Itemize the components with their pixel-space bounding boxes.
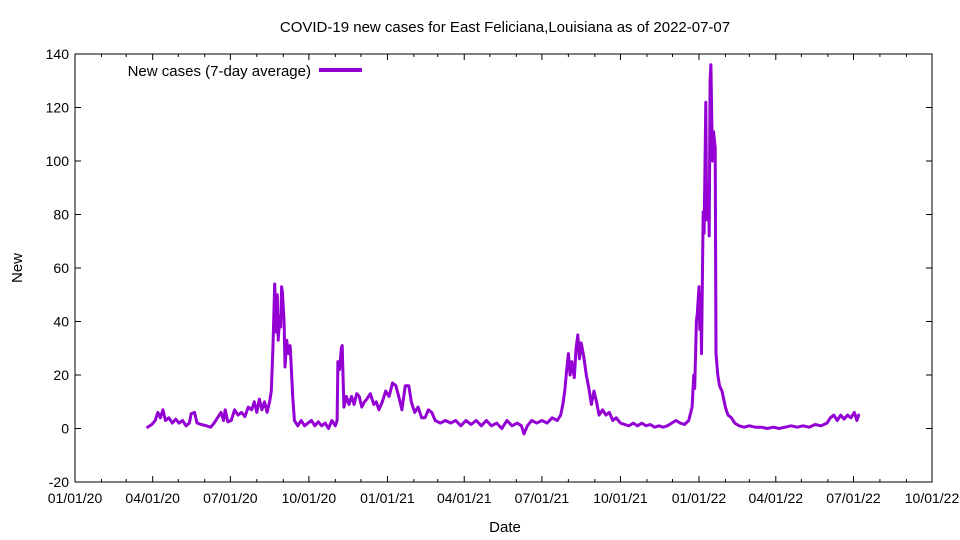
x-tick-label: 04/01/21 [437, 490, 492, 506]
x-tick-label: 04/01/20 [125, 490, 180, 506]
x-tick-label: 07/01/20 [203, 490, 258, 506]
x-axis-ticks: 01/01/20 04/01/20 07/01/20 10/01/20 01/01/21… [48, 54, 960, 506]
x-tick-label: 01/01/21 [360, 490, 415, 506]
series-layer [146, 63, 861, 436]
x-tick-label: 10/01/20 [282, 490, 337, 506]
x-tick-label: 10/01/22 [905, 490, 960, 506]
legend: New cases (7-day average) [128, 63, 362, 80]
y-tick-label: 120 [46, 100, 70, 116]
x-tick-label: 10/01/21 [593, 490, 648, 506]
y-tick-label: 140 [46, 46, 70, 62]
x-tick-label: 07/01/21 [515, 490, 570, 506]
chart-title: COVID-19 new cases for East Feliciana,Lo… [280, 19, 730, 36]
x-tick-label: 01/01/22 [672, 490, 727, 506]
y-tick-label: 100 [46, 153, 70, 169]
y-axis-label: New [9, 253, 26, 283]
y-tick-label: 40 [53, 314, 69, 330]
y-tick-label: 80 [53, 207, 69, 223]
x-tick-label: 07/01/22 [826, 490, 881, 506]
y-tick-label: 60 [53, 260, 69, 276]
y-axis-ticks: -20 0 20 40 60 80 100 120 140 [46, 46, 932, 490]
y-tick-label: -20 [49, 474, 69, 490]
series-line-0 [146, 63, 861, 436]
legend-label: New cases (7-day average) [128, 63, 311, 80]
x-tick-label: 04/01/22 [749, 490, 804, 506]
y-tick-label: 20 [53, 367, 69, 383]
y-tick-label: 0 [61, 421, 69, 437]
x-axis-label: Date [489, 519, 521, 536]
x-tick-label: 01/01/20 [48, 490, 103, 506]
